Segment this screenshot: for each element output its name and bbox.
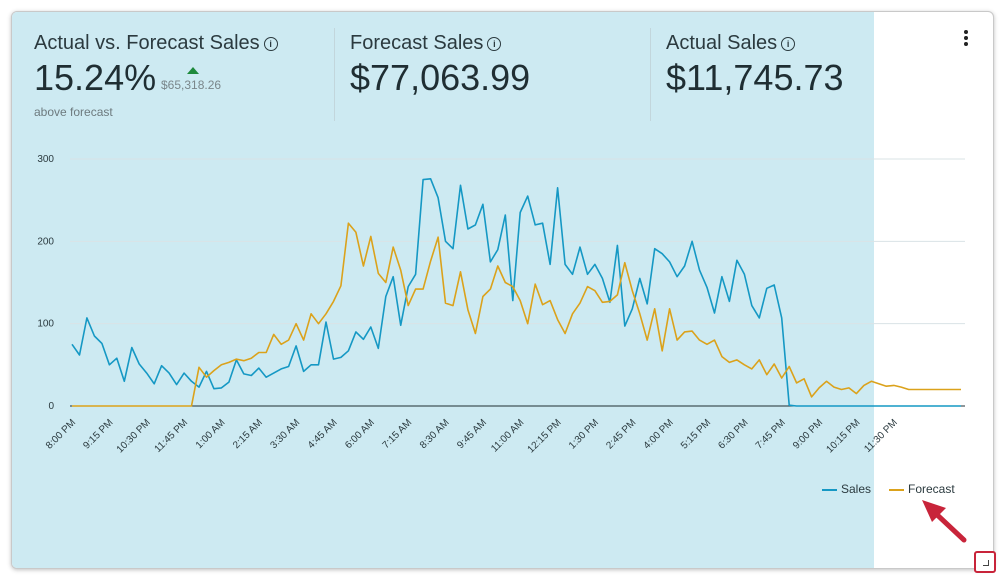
series-line-forecast <box>72 222 961 407</box>
x-tick-label: 2:15 AM <box>231 417 265 451</box>
sales-card: Actual vs. Forecast Sales i 15.24% $65,31… <box>11 11 994 569</box>
kpi-title: Actual Sales i <box>666 32 796 55</box>
x-tick-label: 9:00 PM <box>791 417 825 451</box>
legend-swatch <box>822 488 837 491</box>
x-tick-label: 11:45 PM <box>153 417 191 455</box>
kpi-value: $77,063.99 <box>350 57 531 98</box>
kpi-value: $11,745.73 <box>666 57 844 98</box>
x-tick-label: 9:15 PM <box>81 417 115 451</box>
x-tick-label: 4:45 AM <box>306 417 340 451</box>
x-tick-label: 1:00 AM <box>194 417 228 451</box>
sales-line-chart: 0 100 200 300 8:00 PM 9:15 PM 10:30 PM 11:45 PM… <box>37 154 965 455</box>
x-tick-label: 12:15 PM <box>526 417 564 455</box>
x-tick-label: 7:15 AM <box>381 417 415 451</box>
kpi-title-text: Actual vs. Forecast Sales <box>34 32 260 54</box>
more-options-icon[interactable] <box>961 30 971 50</box>
x-tick-label: 7:45 PM <box>754 417 788 451</box>
info-icon[interactable]: i <box>263 37 278 51</box>
kpi-value: 15.24% <box>34 57 157 98</box>
x-tick-label: 5:15 PM <box>679 417 713 451</box>
x-tick-label: 3:30 AM <box>269 417 303 451</box>
x-tick-label: 10:30 PM <box>115 417 153 455</box>
x-tick-label: 6:30 PM <box>716 417 750 451</box>
y-tick-label: 300 <box>37 154 54 165</box>
info-icon[interactable]: i <box>781 37 796 51</box>
legend-label: Forecast <box>908 482 955 496</box>
x-tick-label: 2:45 PM <box>604 417 638 451</box>
kpi-title: Actual vs. Forecast Sales i <box>34 32 278 55</box>
info-icon[interactable]: i <box>487 37 502 51</box>
series-line-sales <box>71 178 961 407</box>
up-arrow-icon <box>187 67 199 74</box>
x-tick-label: 8:30 AM <box>418 417 452 451</box>
kpi-title-text: Actual Sales <box>666 32 778 54</box>
x-tick-label: 9:45 AM <box>455 417 489 451</box>
legend-label: Sales <box>841 482 872 496</box>
legend-sales[interactable]: Sales <box>822 482 871 496</box>
y-tick-label: 200 <box>37 236 54 247</box>
x-tick-label: 11:30 PM <box>862 417 900 455</box>
kpi-delta: $65,318.26 <box>161 78 222 92</box>
resize-handle[interactable] <box>974 551 996 573</box>
legend-forecast[interactable]: Forecast <box>889 482 955 496</box>
x-tick-label: 1:30 PM <box>567 417 601 451</box>
y-tick-label: 100 <box>37 319 54 330</box>
legend-swatch <box>889 488 904 491</box>
x-tick-label: 11:00 AM <box>489 417 526 454</box>
divider <box>334 28 335 121</box>
kpi-title: Forecast Sales i <box>350 32 502 55</box>
selection-highlight <box>12 12 874 568</box>
x-tick-label: 6:00 AM <box>343 417 377 451</box>
x-tick-label: 8:00 PM <box>44 417 78 451</box>
kpi-title-text: Forecast Sales <box>350 32 484 54</box>
kpi-subtext: above forecast <box>34 105 113 119</box>
y-tick-label: 0 <box>48 401 54 412</box>
x-tick-label: 4:00 PM <box>642 417 676 451</box>
x-tick-label: 10:15 PM <box>824 417 862 455</box>
divider <box>650 28 651 121</box>
